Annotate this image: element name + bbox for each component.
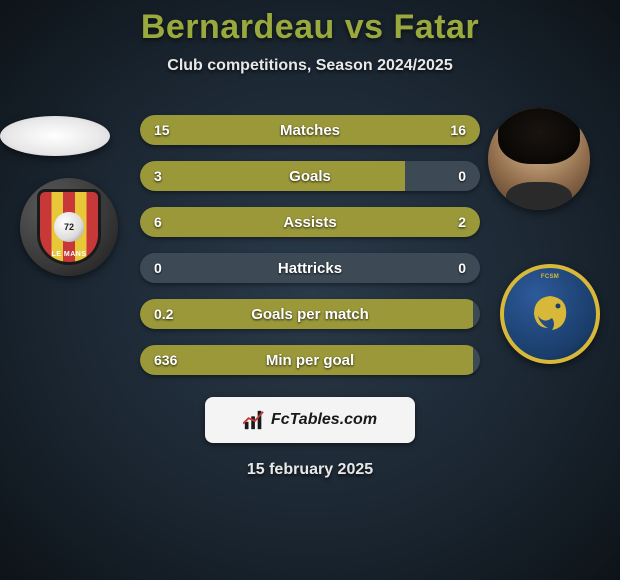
- chart-icon: [243, 410, 265, 430]
- stat-row: 0Hattricks0: [140, 253, 480, 283]
- lion-icon: [520, 284, 580, 344]
- stat-label: Assists: [140, 214, 480, 231]
- watermark-badge: FcTables.com: [205, 397, 415, 443]
- player-right-avatar: [488, 108, 590, 210]
- stat-row: 3Goals0: [140, 161, 480, 191]
- stat-row: 6Assists2: [140, 207, 480, 237]
- subtitle: Club competitions, Season 2024/2025: [167, 57, 452, 75]
- club-crest-right: FCSM: [500, 264, 600, 364]
- crest-left-center-text: 72: [64, 222, 74, 232]
- stat-label: Hattricks: [140, 260, 480, 277]
- stat-label: Goals: [140, 168, 480, 185]
- stat-label: Goals per match: [140, 306, 480, 323]
- stat-right-value: 0: [458, 168, 466, 184]
- stat-label: Matches: [140, 122, 480, 139]
- stat-right-value: 16: [450, 122, 466, 138]
- comparison-card: Bernardeau vs Fatar Club competitions, S…: [0, 0, 620, 580]
- date-label: 15 february 2025: [247, 461, 373, 479]
- crest-left-label: LE MANS: [40, 251, 98, 258]
- crest-left-ball-icon: 72: [54, 212, 84, 242]
- stat-row: 0.2Goals per match: [140, 299, 480, 329]
- stat-label: Min per goal: [140, 352, 480, 369]
- stat-right-value: 0: [458, 260, 466, 276]
- stat-right-value: 2: [458, 214, 466, 230]
- page-title: Bernardeau vs Fatar: [141, 8, 479, 47]
- watermark-text: FcTables.com: [271, 411, 377, 429]
- stat-row: 15Matches16: [140, 115, 480, 145]
- crest-right-label: FCSM: [541, 274, 559, 280]
- stat-list: 15Matches163Goals06Assists20Hattricks00.…: [140, 115, 480, 375]
- crest-left-shield: 72 LE MANS: [37, 189, 101, 265]
- club-crest-left: 72 LE MANS: [20, 178, 118, 276]
- player-left-avatar: [0, 116, 110, 156]
- stat-row: 636Min per goal: [140, 345, 480, 375]
